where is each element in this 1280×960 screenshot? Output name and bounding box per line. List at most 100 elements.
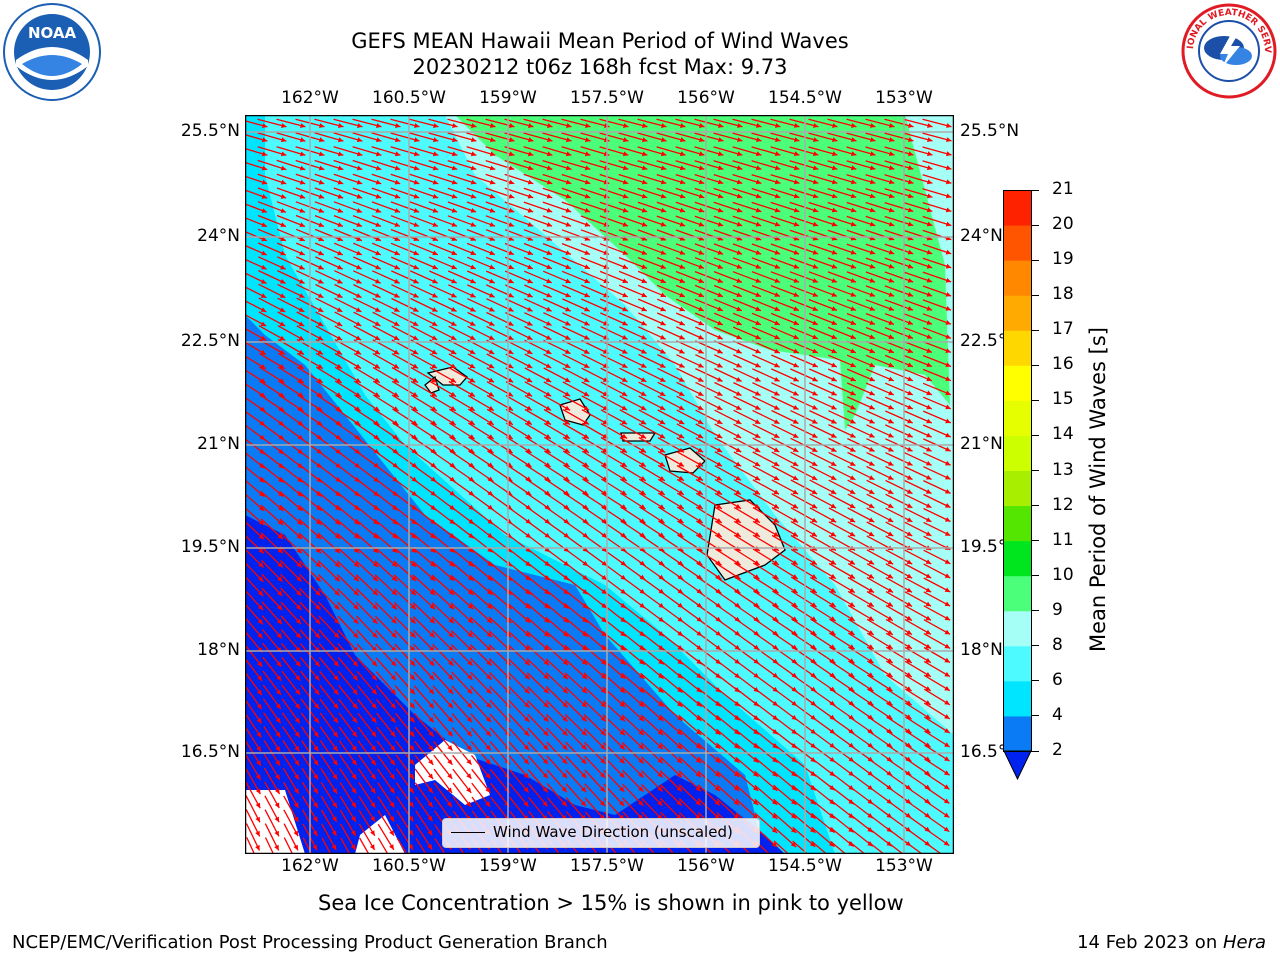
island-oahu — [559, 398, 591, 426]
wind-wave-arrowhead — [274, 844, 279, 851]
wind-wave-arrowhead — [945, 489, 951, 494]
wind-wave-arrowhead — [831, 320, 837, 325]
wind-wave-arrow — [675, 298, 705, 312]
wind-wave-arrowhead — [260, 321, 267, 327]
wind-wave-arrowhead — [428, 745, 434, 751]
wind-wave-arrow — [409, 132, 439, 142]
wind-wave-arrow — [546, 713, 568, 737]
wind-wave-arrow — [827, 201, 857, 213]
wind-wave-arrowhead — [449, 561, 455, 567]
wind-wave-arrow — [447, 201, 477, 213]
wind-wave-arrow — [678, 798, 702, 820]
wind-wave-arrowhead — [717, 348, 723, 354]
wind-wave-arrow — [809, 368, 837, 382]
wind-wave-arrowhead — [697, 419, 704, 424]
colorbar-tick-mark — [1031, 470, 1039, 471]
wind-wave-arrowhead — [812, 306, 818, 311]
wind-wave-arrowhead — [679, 320, 685, 326]
wind-wave-arrowhead — [354, 434, 361, 440]
wind-wave-arrow — [904, 507, 932, 523]
colorbar-tick-label: 15 — [1052, 389, 1074, 410]
wind-wave-arrow — [485, 173, 515, 185]
wind-wave-arrowhead — [489, 208, 496, 213]
wind-wave-arrow — [315, 297, 343, 313]
wind-wave-arrowhead — [812, 264, 819, 269]
wind-wave-arrowhead — [294, 760, 300, 766]
wind-wave-arrowhead — [334, 547, 341, 553]
wind-wave-arrowhead — [508, 193, 515, 199]
wind-wave-arrowhead — [275, 703, 281, 710]
colorbar-tick-mark — [1031, 399, 1039, 401]
wind-wave-arrowhead — [372, 604, 378, 610]
wind-wave-arrow — [656, 312, 686, 326]
wind-wave-arrowhead — [372, 561, 379, 567]
wind-wave-arrow — [599, 201, 629, 213]
wind-wave-arrowhead — [680, 137, 686, 143]
wind-wave-arrow — [848, 841, 866, 854]
wind-wave-arrowhead — [849, 630, 855, 635]
wind-wave-arrowhead — [906, 517, 913, 522]
wind-wave-arrow — [336, 546, 360, 568]
wind-wave-arrow — [619, 409, 647, 425]
wind-wave-arrowhead — [926, 376, 932, 382]
wind-wave-arrowhead — [850, 221, 857, 227]
wind-wave-arrowhead — [583, 419, 590, 425]
wind-wave-arrowhead — [351, 745, 357, 752]
wind-wave-arrow — [392, 505, 418, 525]
wind-wave-arrowhead — [565, 264, 571, 270]
wind-wave-arrow — [356, 601, 378, 625]
wind-wave-arrowhead — [527, 151, 534, 157]
wind-wave-arrowhead — [352, 660, 358, 667]
wind-wave-arrowhead — [276, 604, 283, 610]
colorbar-tick-label: 21 — [1052, 179, 1074, 199]
wind-wave-arrow — [828, 549, 856, 565]
wind-wave-arrow — [451, 685, 473, 709]
wind-wave-arrowhead — [448, 660, 454, 666]
wind-wave-arrowhead — [869, 404, 875, 410]
wind-wave-arrow — [790, 521, 818, 537]
wind-wave-arrow — [337, 615, 359, 639]
wind-wave-arrowhead — [375, 222, 381, 227]
wind-wave-arrow — [827, 146, 857, 156]
wind-wave-arrow — [283, 795, 299, 823]
wind-wave-arrowhead — [831, 249, 838, 255]
wind-wave-arrowhead — [371, 703, 377, 709]
wind-wave-arrowhead — [944, 770, 950, 776]
wind-wave-arrow — [829, 826, 855, 848]
wind-wave-arrowhead — [317, 321, 324, 326]
wind-wave-arrowhead — [734, 715, 740, 721]
wind-wave-arrowhead — [869, 179, 876, 185]
wind-wave-arrowhead — [469, 321, 476, 326]
wind-wave-arrowhead — [697, 405, 704, 410]
wind-wave-arrowhead — [831, 179, 838, 185]
wind-wave-arrowhead — [583, 448, 589, 453]
wind-wave-arrowhead — [640, 391, 647, 396]
wind-wave-arrow — [431, 602, 455, 624]
wind-wave-arrowhead — [394, 264, 400, 270]
wind-wave-arrowhead — [717, 151, 724, 157]
wind-wave-arrow — [430, 449, 456, 469]
wind-wave-arrowhead — [563, 631, 569, 637]
wind-wave-arrowhead — [544, 603, 550, 609]
wind-wave-arrowhead — [945, 193, 952, 199]
wind-wave-arrowhead — [774, 334, 780, 340]
wind-wave-arrow — [790, 368, 818, 382]
wind-wave-arrow — [374, 546, 398, 568]
wind-wave-arrowhead — [773, 503, 780, 509]
wind-wave-arrowhead — [718, 123, 724, 128]
wind-wave-arrowhead — [355, 335, 362, 341]
wind-wave-arrow — [638, 464, 666, 482]
wind-wave-arrowhead — [717, 278, 723, 283]
wind-wave-arrowhead — [736, 362, 742, 368]
wind-wave-arrowhead — [562, 659, 569, 665]
wind-wave-arrowhead — [944, 643, 951, 649]
colorbar-segment — [1004, 680, 1031, 717]
wind-wave-arrowhead — [372, 590, 378, 596]
colorbar-tick-mark — [1031, 680, 1039, 682]
colorbar-tick-mark — [1031, 329, 1039, 331]
wind-wave-arrowhead — [316, 505, 322, 511]
wind-wave-arrow — [638, 367, 666, 383]
wind-wave-arrowhead — [546, 321, 552, 326]
wind-wave-arrowhead — [831, 278, 838, 283]
wind-wave-arrowhead — [811, 517, 818, 523]
